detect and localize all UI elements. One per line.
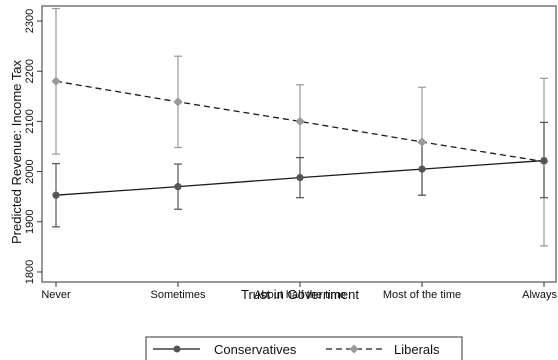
data-point-conservatives-3 — [418, 165, 426, 173]
x-tick-label-1: Sometimes — [150, 289, 206, 301]
y-tick-label-1900: 1900 — [24, 210, 36, 234]
series-liberals — [52, 7, 548, 247]
y-tick-label-2300: 2300 — [24, 9, 36, 33]
data-point-conservatives-2 — [296, 174, 304, 182]
y-tick-label-2000: 2000 — [24, 159, 36, 183]
series-line-liberals — [55, 80, 545, 163]
x-axis-label: Trust in Government — [241, 287, 359, 302]
x-tick-label-4: Always — [522, 289, 557, 301]
y-axis-ticks: 1800 1900 2000 2100 2200 2300 — [24, 9, 42, 284]
series-line-group-conservatives — [52, 156, 548, 199]
legend: Conservatives Liberals — [145, 336, 463, 360]
y-tick-label-1800: 1800 — [24, 260, 36, 284]
data-point-conservatives-0 — [52, 191, 60, 199]
legend-marker-liberals — [349, 344, 359, 354]
data-point-conservatives-4 — [540, 156, 548, 165]
x-tick-label-2: About half the time — [254, 289, 346, 301]
y-tick-label-2100: 2100 — [24, 109, 36, 133]
data-point-conservatives-1 — [174, 183, 182, 191]
legend-label-liberals: Liberals — [394, 342, 440, 357]
legend-label-conservatives: Conservatives — [214, 342, 297, 357]
data-point-liberals-2 — [295, 116, 305, 127]
x-tick-label-3: Most of the time — [383, 289, 461, 301]
axes — [41, 5, 557, 283]
data-point-liberals-3 — [417, 137, 427, 147]
x-tick-label-0: Never — [41, 289, 71, 301]
legend-marker-conservatives — [173, 345, 181, 353]
data-point-liberals-1 — [173, 97, 183, 107]
series-layer — [51, 7, 549, 247]
data-point-liberals-0 — [51, 76, 61, 86]
plot-frame — [41, 5, 557, 283]
x-axis-ticks: Never Sometimes About half the time Most of… — [41, 282, 557, 301]
legend-box — [145, 336, 463, 360]
y-tick-label-2200: 2200 — [24, 59, 36, 83]
y-axis-label: Predicted Revenue: Income Tax — [9, 59, 24, 244]
